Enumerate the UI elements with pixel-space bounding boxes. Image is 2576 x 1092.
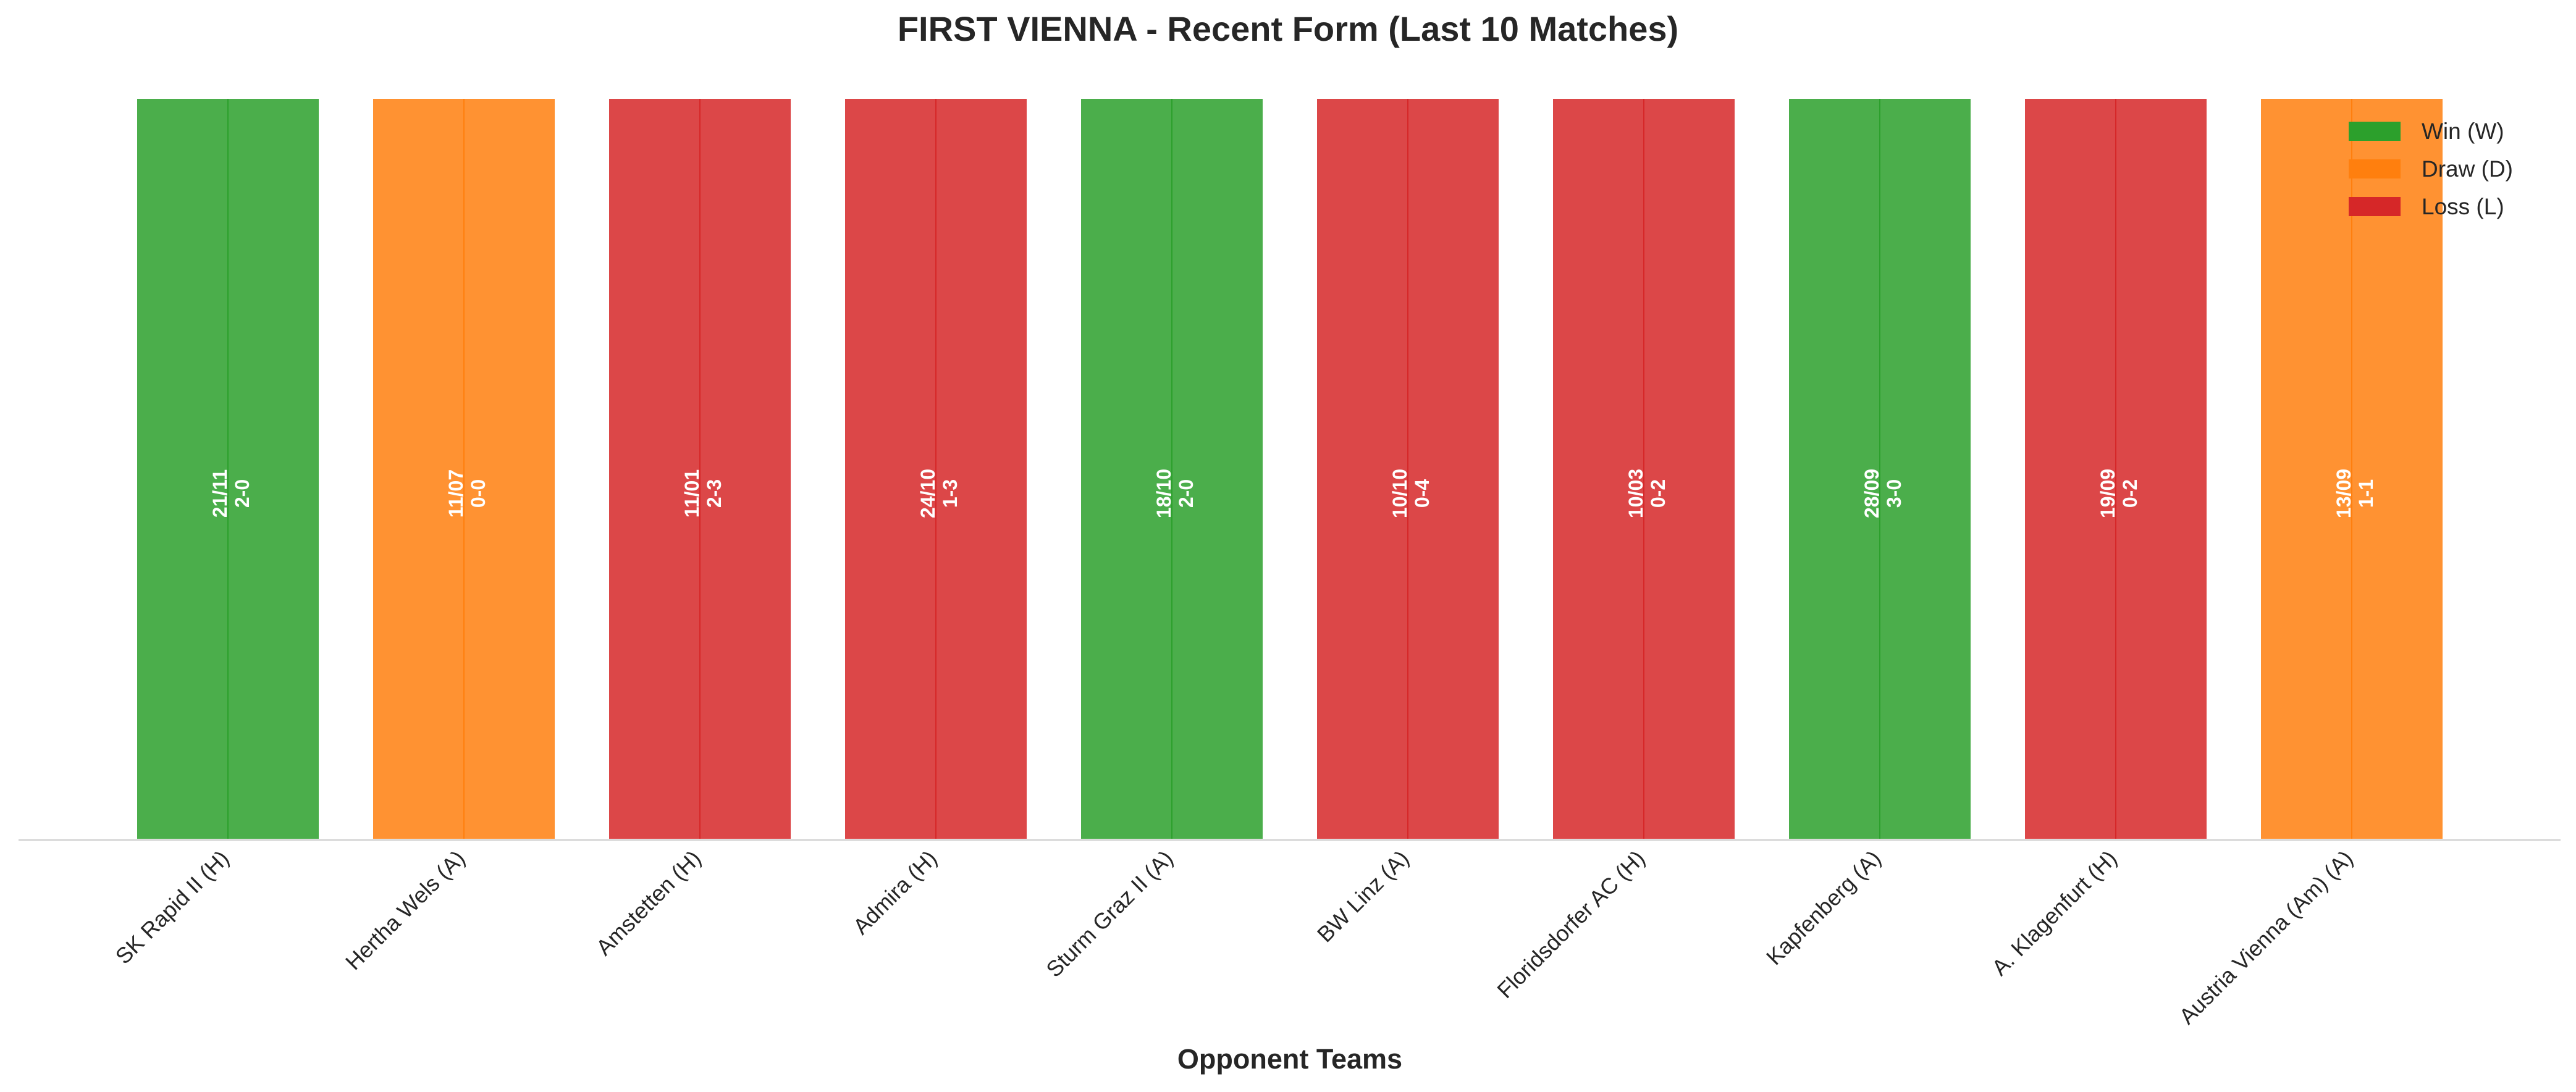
bar-score-label: 0-2 xyxy=(1647,479,1669,508)
bar-score-label: 1-1 xyxy=(2355,479,2377,508)
bar-score-label: 0-0 xyxy=(467,479,489,508)
x-tick-label-1: SK Rapid II (H) xyxy=(110,846,234,969)
x-tick-label-8: Kapfenberg (A) xyxy=(1761,846,1886,970)
x-tick-label-10: Austria Vienna (Am) (A) xyxy=(2174,846,2357,1029)
chart-title: FIRST VIENNA - Recent Form (Last 10 Matc… xyxy=(897,9,1679,48)
x-axis-label: Opponent Teams xyxy=(1177,1043,1402,1075)
bar-score-label: 0-4 xyxy=(1411,479,1433,508)
bar-date-label: 18/10 xyxy=(1153,469,1175,518)
bar-date-label: 11/07 xyxy=(445,469,467,518)
bar-date-label: 10/10 xyxy=(1389,469,1411,518)
x-tick-label-9: A. Klagenfurt (H) xyxy=(1987,846,2122,981)
legend-item-draw: Draw (D) xyxy=(2349,150,2513,188)
bar-label-1: 21/112-0 xyxy=(209,469,253,518)
legend-swatch-loss xyxy=(2349,197,2401,216)
legend-swatch-draw xyxy=(2349,159,2401,178)
bar-date-label: 28/09 xyxy=(1861,469,1883,518)
legend: Win (W) Draw (D) Loss (L) xyxy=(2349,112,2513,225)
bar-date-label: 13/09 xyxy=(2333,469,2355,518)
bar-date-label: 19/09 xyxy=(2097,469,2119,518)
legend-item-win: Win (W) xyxy=(2349,112,2513,150)
bar-score-label: 1-3 xyxy=(939,479,961,508)
bar-date-label: 10/03 xyxy=(1625,469,1647,518)
bar-label-4: 24/101-3 xyxy=(917,469,961,518)
bar-label-8: 28/093-0 xyxy=(1861,469,1905,518)
legend-swatch-win xyxy=(2349,122,2401,141)
x-tick-label-7: Floridsdorfer AC (H) xyxy=(1492,846,1649,1003)
bar-score-label: 0-2 xyxy=(2119,479,2141,508)
x-tick-label-2: Hertha Wels (A) xyxy=(340,846,470,975)
legend-label-win: Win (W) xyxy=(2422,118,2504,144)
bar-label-10: 13/091-1 xyxy=(2333,469,2377,518)
x-tick-label-5: Sturm Graz II (A) xyxy=(1041,846,1177,982)
legend-label-draw: Draw (D) xyxy=(2422,156,2513,182)
bar-label-5: 18/102-0 xyxy=(1153,469,1197,518)
legend-item-loss: Loss (L) xyxy=(2349,188,2513,225)
bar-label-7: 10/030-2 xyxy=(1625,469,1669,518)
bar-label-3: 11/012-3 xyxy=(681,469,725,518)
bar-date-label: 21/11 xyxy=(209,469,231,518)
bar-label-9: 19/090-2 xyxy=(2097,469,2141,518)
bar-label-2: 11/070-0 xyxy=(445,469,489,518)
bar-score-label: 3-0 xyxy=(1883,479,1905,508)
x-tick-label-6: BW Linz (A) xyxy=(1312,846,1414,947)
tick-labels-layer: SK Rapid II (H) Hertha Wels (A) Amstetten … xyxy=(110,846,2357,1029)
bar-date-label: 24/10 xyxy=(917,469,939,518)
bar-date-label: 11/01 xyxy=(681,469,703,518)
bar-score-label: 2-3 xyxy=(703,479,725,508)
legend-label-loss: Loss (L) xyxy=(2422,193,2504,219)
bar-score-label: 2-0 xyxy=(1175,479,1197,508)
x-tick-label-3: Amstetten (H) xyxy=(591,846,706,960)
x-tick-label-4: Admira (H) xyxy=(848,846,942,939)
bar-label-6: 10/100-4 xyxy=(1389,469,1433,518)
bars-layer: 21/112-0 11/070-0 11/012-3 24/101-3 18/102-0… xyxy=(135,96,2445,841)
bar-score-label: 2-0 xyxy=(231,479,253,508)
